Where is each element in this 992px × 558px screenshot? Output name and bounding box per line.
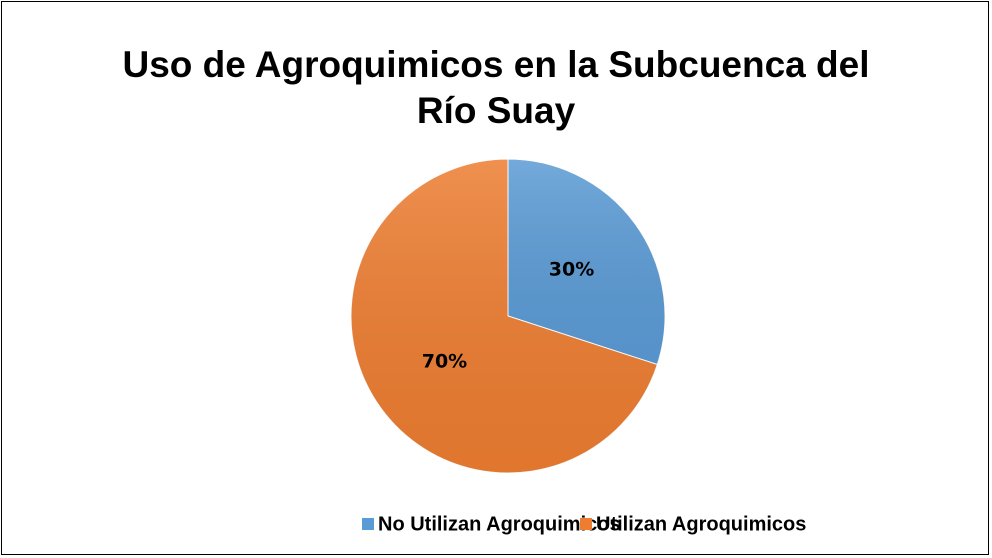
legend-swatch (580, 518, 592, 530)
data-label: 30% (549, 258, 594, 280)
data-label: 70% (422, 351, 467, 373)
legend-label: Utilizan Agroquimicos (596, 513, 806, 535)
slice-shade (508, 159, 665, 365)
legend-label: No Utilizan Agroquimicos (378, 513, 621, 535)
chart-title: Uso de Agroquimicos en la Subcuenca del … (122, 44, 870, 131)
legend-swatch (362, 518, 374, 530)
slice-shade (351, 158, 658, 473)
